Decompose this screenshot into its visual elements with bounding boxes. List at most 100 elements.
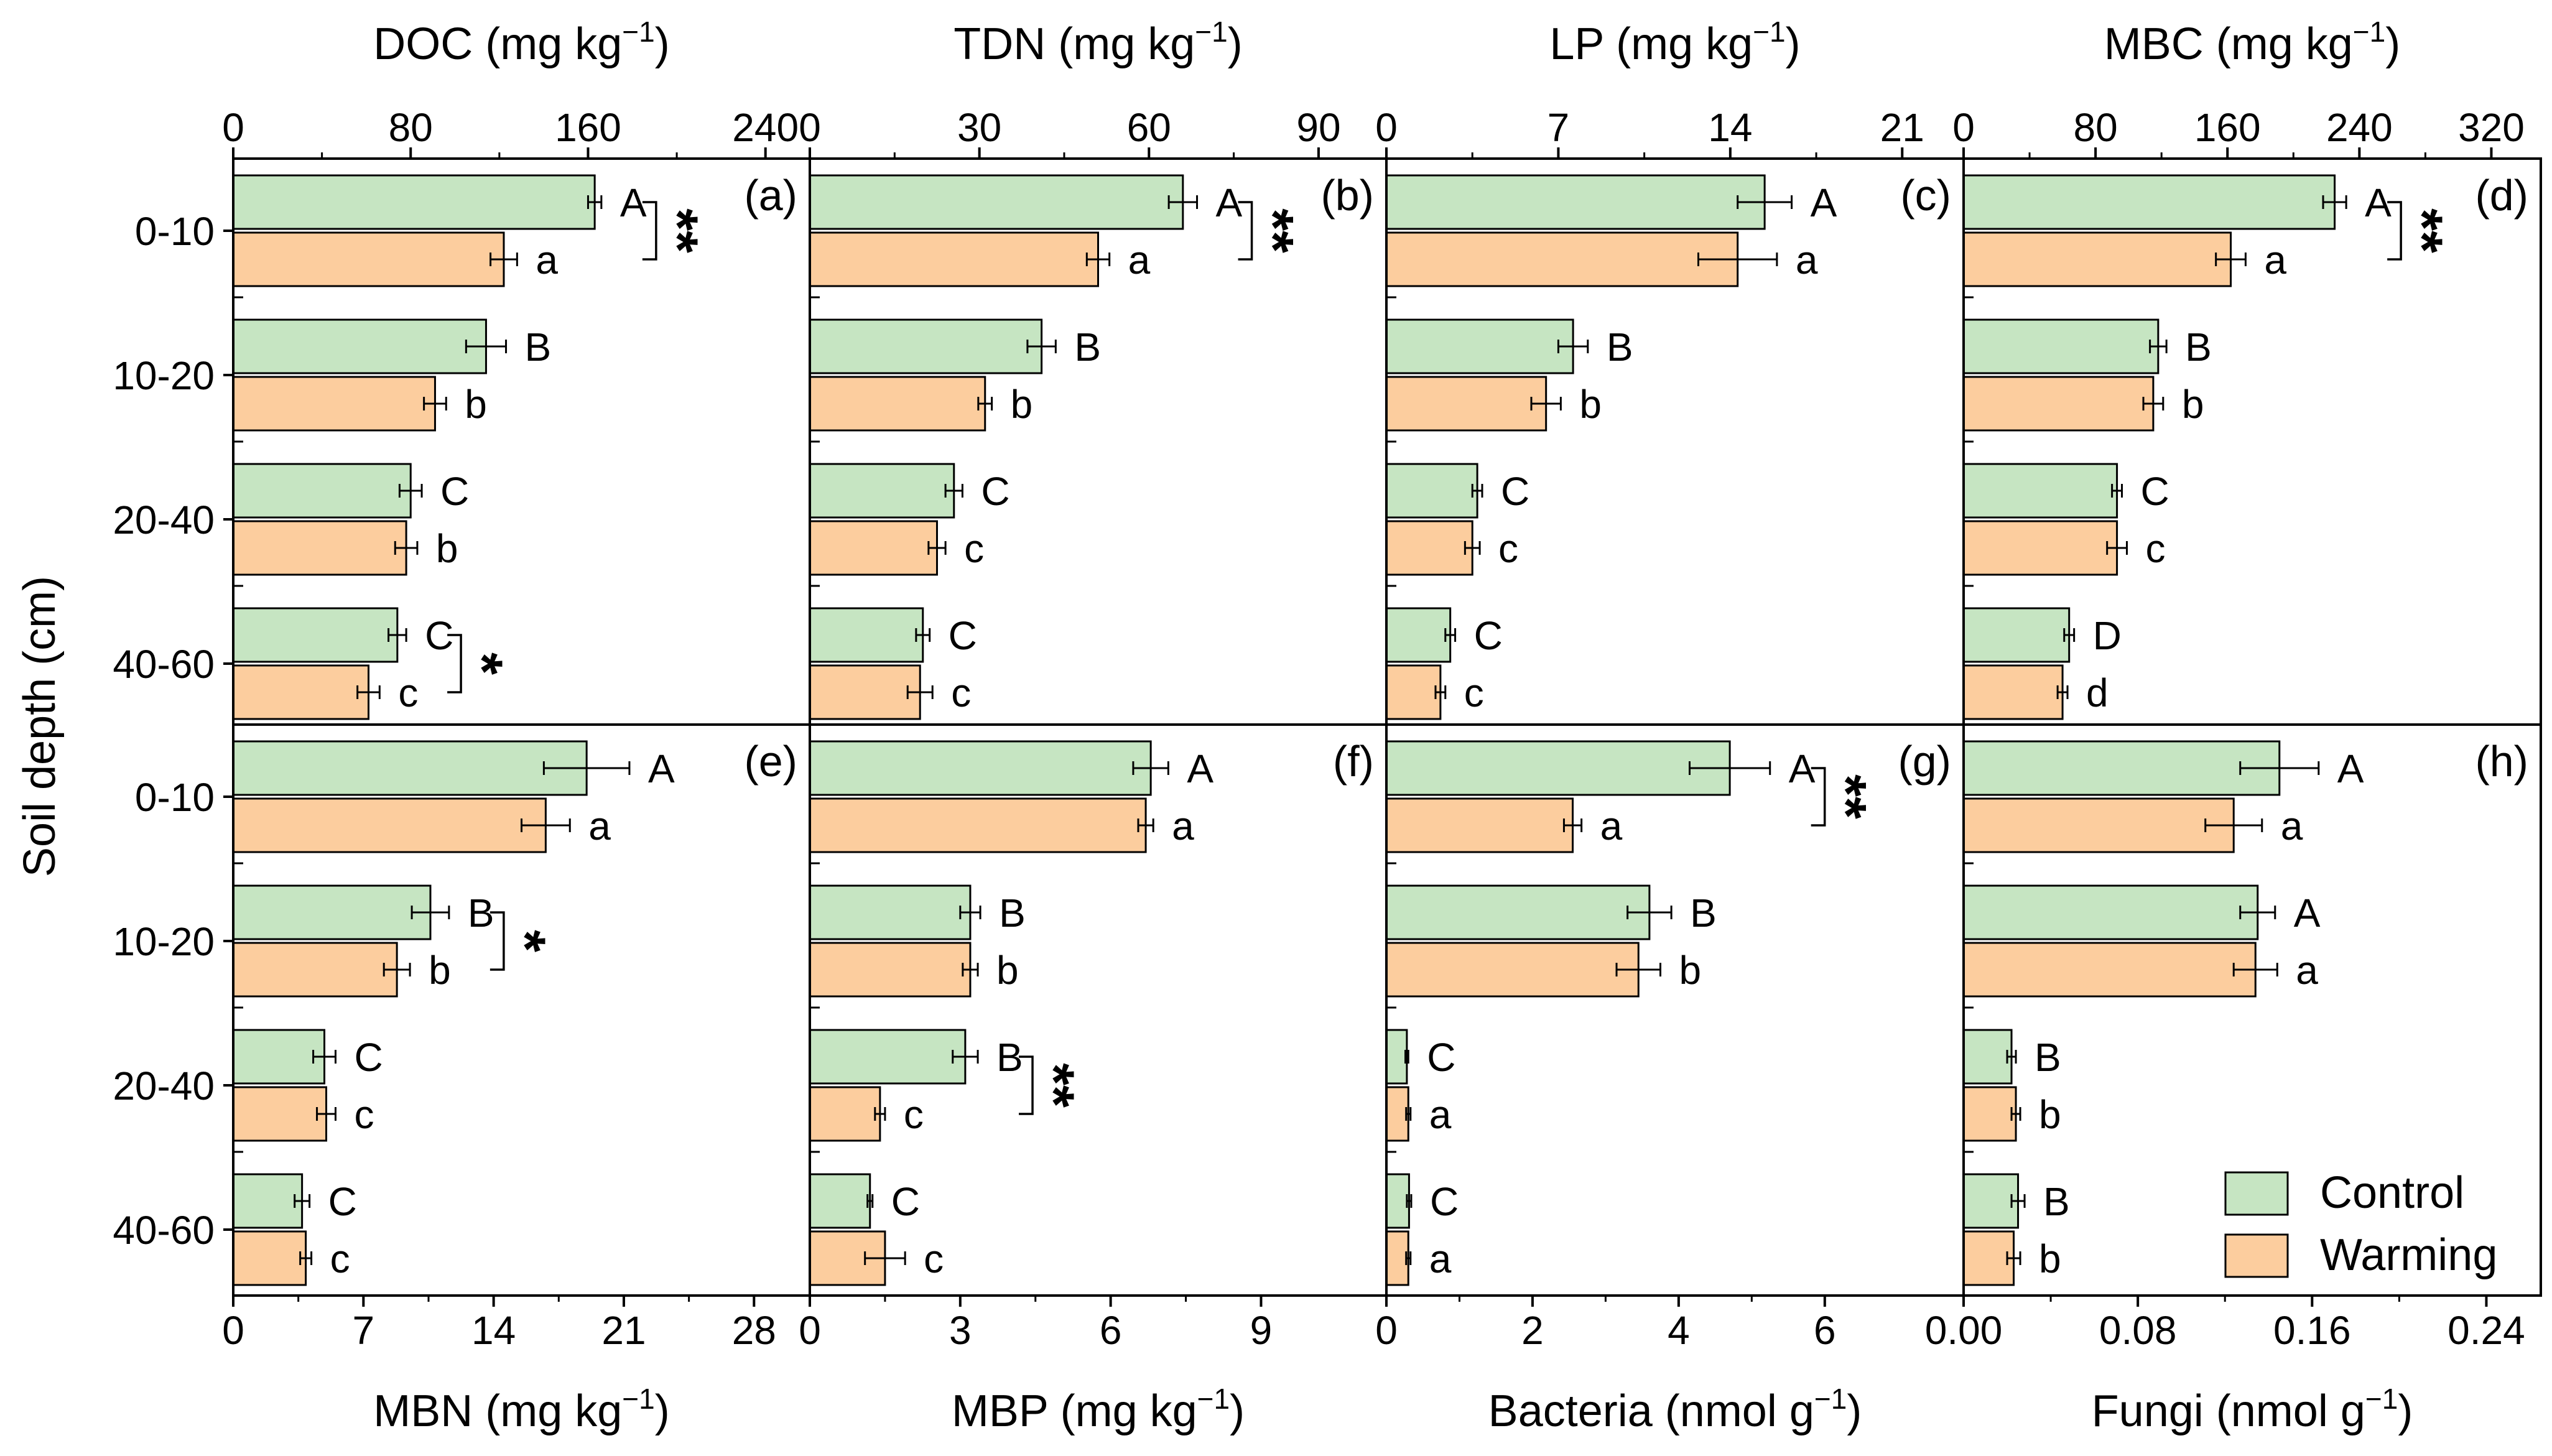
significance-letter: C	[891, 1179, 920, 1224]
significance-letter: c	[2145, 526, 2165, 571]
bar-control	[1962, 607, 2071, 663]
significance-bracket	[447, 634, 462, 693]
x-tick-label: 240	[2326, 105, 2393, 150]
bar-warming	[1385, 664, 1442, 720]
significance-letter: B	[996, 1035, 1023, 1080]
significance-letter: C	[1430, 1179, 1459, 1224]
x-tick-label: 0	[1375, 1308, 1398, 1353]
significance-letter: C	[981, 469, 1009, 514]
x-tick-label: 60	[1127, 105, 1171, 150]
significance-letter: A	[1216, 180, 1243, 225]
axis-title-text: )	[1230, 1386, 1245, 1436]
axis-title-superscript: −1	[2353, 16, 2385, 48]
significance-letter: C	[328, 1179, 357, 1224]
bar-control	[1385, 1029, 1408, 1085]
significance-letter: a	[1128, 238, 1151, 282]
significance-letter: a	[1429, 1092, 1452, 1137]
significance-letter: b	[429, 948, 451, 993]
bar-control	[232, 1029, 326, 1085]
significance-letter: c	[1498, 526, 1518, 571]
bar-warming	[1962, 376, 2155, 432]
significance-bracket	[1238, 201, 1253, 261]
axis-title-text: )	[655, 19, 670, 69]
bar-warming	[232, 1230, 307, 1286]
x-tick-label: 14	[471, 1308, 516, 1353]
x-tick-label: 240	[732, 105, 799, 150]
bar-warming	[232, 376, 436, 432]
bar-warming	[1962, 1086, 2017, 1142]
significance-letter: b	[1011, 382, 1033, 427]
panel-e: 0 7 14 21 28 MBN (mg kg−1) (e) A B C Ca b c c *	[222, 737, 797, 1436]
bar-warming	[232, 520, 407, 576]
x-tick-label: 80	[389, 105, 433, 150]
significance-letter: B	[1074, 325, 1101, 369]
legend: Control Warming	[2224, 1168, 2497, 1280]
bar-warming	[1962, 797, 2235, 853]
x-axis-title: MBP (mg kg−1)	[952, 1383, 1245, 1436]
x-axis-title: DOC (mg kg−1)	[373, 16, 669, 69]
bar-warming	[1385, 797, 1574, 853]
significance-letter: A	[1187, 746, 1213, 791]
x-tick-label: 0	[222, 105, 244, 150]
significance-letter: b	[2182, 382, 2204, 427]
panel-label: (g)	[1898, 737, 1951, 786]
significance-letter: A	[1789, 746, 1816, 791]
axis-title-text: MBP (mg kg	[952, 1386, 1197, 1436]
bar-control	[809, 318, 1043, 374]
bar-warming	[1962, 942, 2257, 998]
bar-control	[809, 884, 972, 940]
axis-title-superscript: −1	[1814, 1383, 1847, 1415]
significance-letter: c	[904, 1092, 924, 1137]
bar-warming	[1962, 231, 2232, 287]
x-tick-label: 0.16	[2273, 1308, 2351, 1353]
panel-label: (f)	[1333, 737, 1374, 786]
x-axis-title: TDN (mg kg−1)	[954, 16, 1242, 69]
axis-title-superscript: −1	[622, 16, 654, 48]
x-tick-label: 0	[1375, 105, 1398, 150]
significance-letter: B	[1607, 325, 1633, 369]
panel-label: (d)	[2475, 171, 2528, 220]
bar-control	[1962, 884, 2259, 940]
bar-control	[809, 174, 1184, 230]
x-tick-label: 320	[2458, 105, 2525, 150]
bar-control	[232, 740, 588, 796]
significance-letter: a	[2296, 948, 2318, 993]
panel-label: (a)	[744, 171, 797, 220]
legend-label-control: Control	[2320, 1168, 2464, 1218]
bar-control	[232, 463, 412, 519]
x-tick-label: 2	[1521, 1308, 1544, 1353]
axis-title-text: )	[1847, 1386, 1862, 1436]
bar-control	[1385, 463, 1478, 519]
panel-b: 0 30 60 90 TDN (mg kg−1) (b) A B C Ca b c c **	[799, 16, 1374, 720]
x-tick-label: 0	[799, 1308, 821, 1353]
x-tick-label: 80	[2074, 105, 2118, 150]
significance-stars: **	[1814, 774, 1878, 819]
x-tick-label: 14	[1708, 105, 1752, 150]
x-axis-title: Bacteria (nmol g−1)	[1488, 1383, 1862, 1436]
x-axis-title: Fungi (nmol g−1)	[2092, 1383, 2413, 1436]
axis-title-text: TDN (mg kg	[954, 19, 1195, 69]
significance-letter: c	[330, 1236, 350, 1281]
significance-letter: B	[525, 325, 552, 369]
panel-label: (e)	[744, 737, 797, 786]
x-tick-label: 21	[601, 1308, 646, 1353]
significance-bracket	[490, 911, 505, 971]
significance-stars: **	[2390, 208, 2454, 253]
significance-letter: B	[468, 891, 494, 935]
bar-warming	[1385, 231, 1739, 287]
panel-label: (h)	[2475, 737, 2528, 786]
bar-control	[1962, 740, 2281, 796]
panel-d: 0 80 160 240 320 MBC (mg kg−1) (d) A B C Da b c d **	[1952, 16, 2528, 720]
significance-letter: a	[1600, 804, 1623, 848]
significance-letter: B	[2035, 1035, 2061, 1080]
panel-h: 0.00 0.08 0.16 0.24 Fungi (nmol g−1) (h) A A B Ba…	[1925, 737, 2528, 1436]
x-tick-label: 90	[1296, 105, 1340, 150]
bar-warming	[1385, 942, 1640, 998]
significance-letter: b	[436, 526, 458, 571]
significance-stars: **	[1241, 208, 1305, 253]
bar-control	[809, 463, 955, 519]
axis-title-text: MBN (mg kg	[373, 1386, 622, 1436]
significance-letter: a	[1429, 1236, 1452, 1281]
significance-letter: d	[2086, 670, 2109, 715]
bar-warming	[809, 231, 1099, 287]
